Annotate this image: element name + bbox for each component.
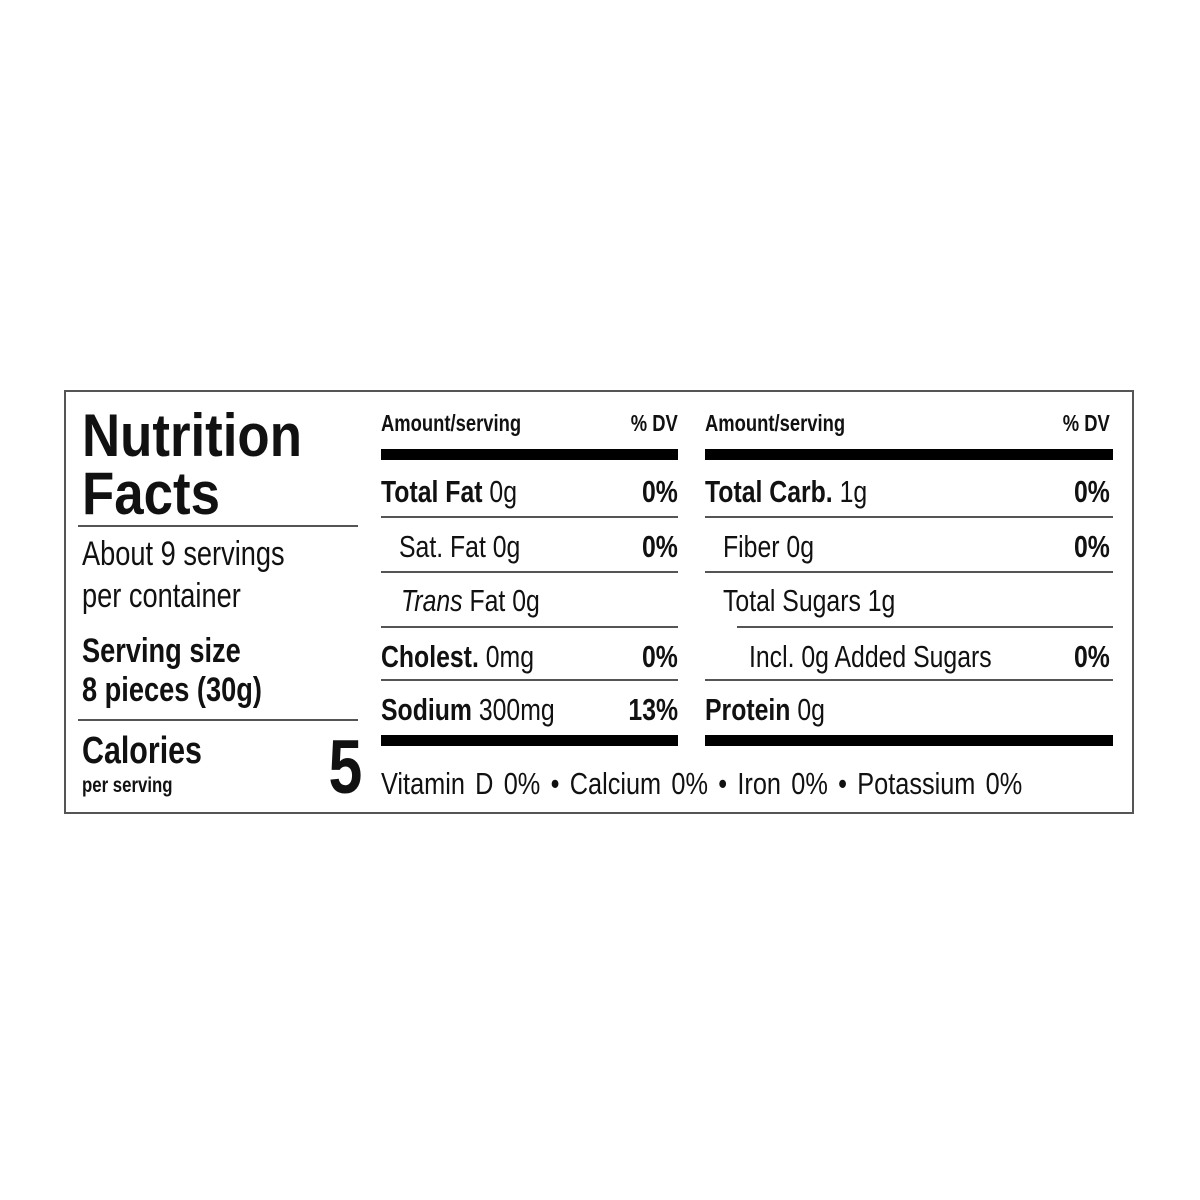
dv-sodium: 13% (628, 692, 678, 727)
divider (381, 626, 678, 628)
row-sat-fat: Sat. Fat 0g (399, 529, 521, 564)
row-cholesterol: Cholest. 0mg (381, 639, 534, 674)
header-dv: % DV (630, 410, 678, 436)
dv-total-carb: 0% (1074, 474, 1110, 509)
servings-per-container-2: per container (82, 577, 241, 615)
divider (705, 516, 1113, 518)
dv-cholesterol: 0% (642, 639, 678, 674)
row-added-sugars: Incl. 0g Added Sugars (749, 639, 992, 674)
thick-bar (705, 449, 1113, 460)
thick-bar (381, 735, 678, 746)
dv-total-fat: 0% (642, 474, 678, 509)
header-dv-right: % DV (1062, 410, 1110, 436)
divider (78, 525, 358, 527)
nutrition-facts-label (64, 390, 1134, 814)
dv-added-sugars: 0% (1074, 639, 1110, 674)
dv-sat-fat: 0% (642, 529, 678, 564)
row-trans-fat: Trans Fat 0g (401, 583, 540, 618)
thick-bar (381, 449, 678, 460)
divider (737, 626, 1113, 628)
title-facts: Facts (82, 460, 220, 527)
row-protein: Protein 0g (705, 692, 825, 727)
row-sodium: Sodium 300mg (381, 692, 555, 727)
divider (381, 516, 678, 518)
header-amount-right: Amount/serving (705, 410, 846, 436)
divider (381, 679, 678, 681)
title-nutrition: Nutrition (82, 402, 302, 469)
calories-value: 5 (328, 725, 362, 810)
servings-per-container: About 9 servings (82, 535, 285, 573)
calories-per-serving: per serving (82, 774, 173, 797)
dv-fiber: 0% (1074, 529, 1110, 564)
vitamins-minerals: Vitamin D 0% • Calcium 0% • Iron 0% • Po… (381, 766, 1023, 801)
divider (705, 679, 1113, 681)
serving-size-label: Serving size (82, 632, 241, 670)
row-total-carb: Total Carb. 1g (705, 474, 868, 509)
divider (381, 571, 678, 573)
thick-bar (705, 735, 1113, 746)
divider (78, 719, 358, 721)
divider (705, 571, 1113, 573)
calories-label: Calories (82, 730, 202, 772)
serving-size-value: 8 pieces (30g) (82, 671, 262, 709)
row-total-sugars: Total Sugars 1g (723, 583, 896, 618)
row-total-fat: Total Fat 0g (381, 474, 517, 509)
header-amount: Amount/serving (381, 410, 522, 436)
row-fiber: Fiber 0g (723, 529, 814, 564)
